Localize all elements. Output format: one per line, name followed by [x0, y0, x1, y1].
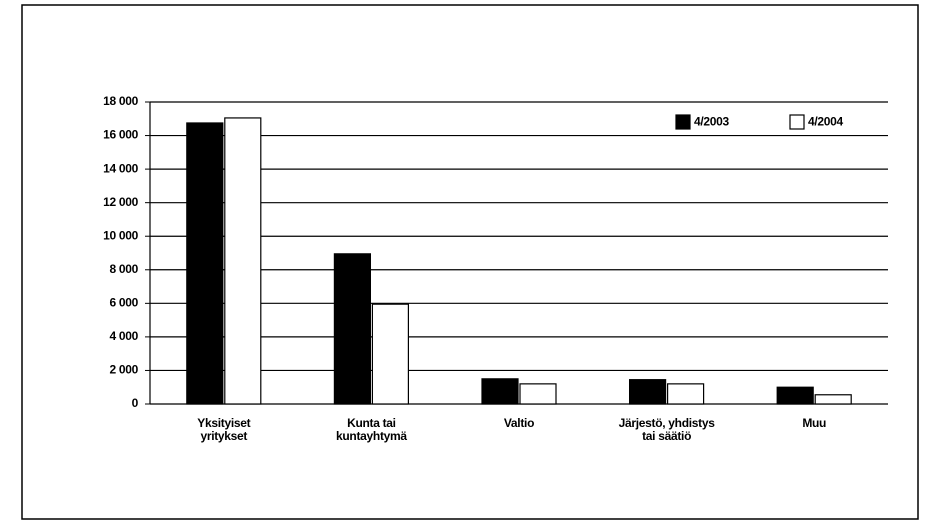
- x-tick-label: Valtio: [504, 416, 534, 430]
- bar: [481, 378, 519, 405]
- y-tick-label: 0: [132, 396, 139, 410]
- x-tick-label: Muu: [802, 416, 826, 430]
- legend-swatch: [789, 114, 805, 130]
- y-tick-label: 14 000: [103, 161, 139, 175]
- y-tick-label: 16 000: [103, 128, 139, 142]
- y-tick-label: 12 000: [103, 195, 139, 209]
- bar: [666, 383, 705, 405]
- y-tick-label: 10 000: [103, 228, 139, 242]
- y-tick-label: 6 000: [109, 296, 138, 310]
- bar: [814, 394, 852, 405]
- x-tick-label: Yksityiset yritykset: [197, 416, 250, 443]
- y-tick-label: 4 000: [109, 329, 138, 343]
- bar: [224, 117, 262, 405]
- legend-label: 4/2003: [694, 115, 730, 129]
- x-tick-label: Järjestö, yhdistys tai säätiö: [619, 416, 716, 443]
- legend-label: 4/2004: [808, 115, 844, 129]
- bar: [628, 379, 667, 405]
- bar: [371, 303, 409, 405]
- y-tick-label: 2 000: [109, 363, 138, 377]
- legend-swatch: [675, 114, 691, 130]
- bar: [186, 122, 224, 405]
- bar: [776, 386, 814, 405]
- bar: [333, 253, 371, 405]
- y-tick-label: 8 000: [109, 262, 138, 276]
- y-tick-label: 18 000: [103, 94, 139, 108]
- x-tick-label: Kunta tai kuntayhtymä: [336, 416, 407, 443]
- bar: [519, 383, 557, 405]
- frame: [21, 4, 919, 520]
